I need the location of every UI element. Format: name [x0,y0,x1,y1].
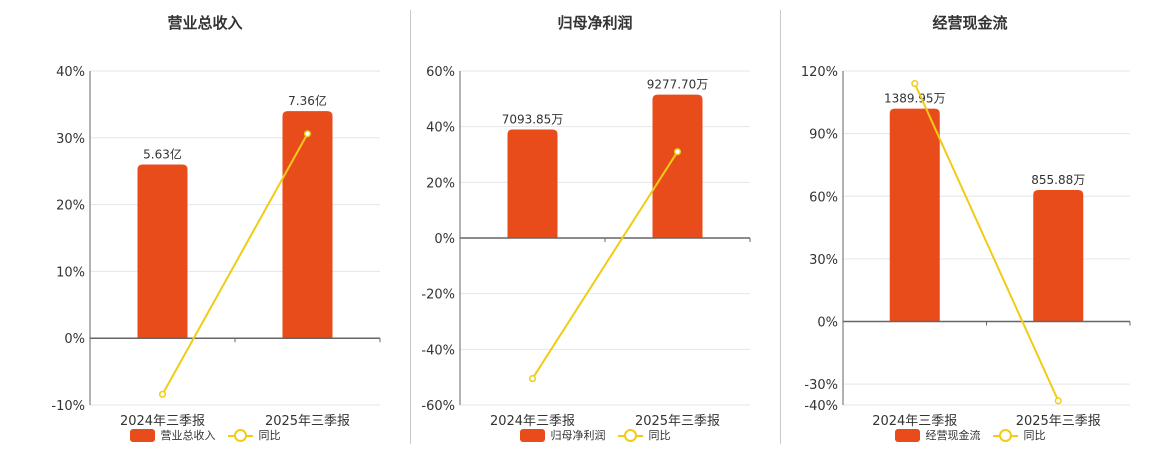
yoy-point [911,79,919,88]
bar [137,164,188,339]
legend: 归母净利润 同比 [410,427,780,443]
x-tick-label: 2024年三季报 [120,414,205,429]
chart-panel-revenue: 营业总收入 -10% 0% 10% 20% 30% 40% 5.63亿 7.36亿 2024年三… [0,0,410,450]
bar [889,108,940,322]
bar-value-label: 1389.95万 [884,92,946,106]
x-tick-label: 2025年三季报 [635,414,720,429]
legend-item-line[interactable]: 同比 [992,427,1046,443]
legend-line-swatch [227,428,253,442]
legend-item-line[interactable]: 同比 [227,427,281,443]
chart-title: 营业总收入 [167,14,243,32]
chart-plot-cash-flow: -40% -30% 0% 30% 60% 90% 120% 1389.95万 855.88万 20… [801,65,1131,429]
legend-item-bar[interactable]: 经营现金流 [894,427,981,443]
legend-bar-swatch [129,428,155,442]
legend-line-swatch [992,428,1018,442]
chart-panel-net-profit: 归母净利润 -60% -40% -20% 0% 20% 40% 60% 7093.85万 927… [410,0,780,450]
y-tick-label: 20% [426,176,455,191]
x-tick-label: 2024年三季报 [490,414,575,429]
legend-item-bar[interactable]: 营业总收入 [129,427,216,443]
y-tick-label: 40% [426,121,455,136]
yoy-point [303,130,312,138]
chart-plot-net-profit: -60% -40% -20% 0% 20% 40% 60% 7093.85万 9277.70万 2… [421,65,751,429]
y-tick-label: 0% [817,316,838,331]
legend-label: 同比 [648,429,671,442]
y-tick-label: 10% [56,265,85,280]
bar [652,94,703,239]
yoy-point [158,390,167,398]
y-tick-label: 120% [801,65,838,80]
yoy-point [1054,397,1062,405]
legend-item-line[interactable]: 同比 [617,427,671,443]
bar-value-label: 5.63亿 [143,147,182,162]
yoy-point [673,148,682,156]
y-tick-label: 30% [56,132,85,147]
y-tick-label: 60% [426,65,455,80]
legend-label: 营业总收入 [160,429,216,442]
chart-title: 归母净利润 [557,14,633,32]
y-tick-label: -40% [804,399,838,414]
yoy-point [528,375,537,383]
y-tick-label: -20% [421,288,455,303]
legend-label: 同比 [1023,429,1046,442]
bar [1033,189,1084,322]
legend: 经营现金流 同比 [780,427,1160,443]
bar [282,111,333,339]
y-tick-label: 90% [809,128,838,143]
x-tick-label: 2024年三季报 [872,414,957,429]
y-tick-label: -40% [421,343,455,358]
chart-title: 经营现金流 [932,14,1008,32]
x-tick-label: 2025年三季报 [265,414,350,429]
chart-plot-revenue: -10% 0% 10% 20% 30% 40% 5.63亿 7.36亿 2024年三季报 2025… [51,65,381,429]
y-tick-label: -30% [804,378,838,393]
bar [507,129,558,238]
bar-value-label: 7.36亿 [288,93,327,108]
legend-label: 经营现金流 [925,429,981,442]
bar-value-label: 7093.85万 [502,112,564,126]
panel-divider [780,10,781,444]
yoy-line [531,151,679,380]
legend-label: 归母净利润 [550,429,606,442]
legend-line-swatch [617,428,643,442]
x-tick-label: 2025年三季报 [1016,414,1101,429]
legend: 营业总收入 同比 [0,427,410,443]
y-tick-label: 40% [56,65,85,80]
y-tick-label: 0% [64,332,85,347]
y-tick-label: 60% [809,190,838,205]
legend-bar-swatch [519,428,545,442]
bar-value-label: 855.88万 [1031,173,1085,187]
y-tick-label: -60% [421,399,455,414]
legend-bar-swatch [894,428,920,442]
bar-value-label: 9277.70万 [647,78,709,92]
legend-item-bar[interactable]: 归母净利润 [519,427,606,443]
y-tick-label: 30% [809,253,838,268]
yoy-line [161,133,309,395]
yoy-line [913,83,1060,402]
chart-panel-cash-flow: 经营现金流 -40% -30% 0% 30% 60% 90% 120% 1389.95万 855… [780,0,1160,450]
panel-divider [410,10,411,444]
legend-label: 同比 [258,429,281,442]
y-tick-label: -10% [51,399,85,414]
y-tick-label: 0% [434,232,455,247]
y-tick-label: 20% [56,199,85,214]
